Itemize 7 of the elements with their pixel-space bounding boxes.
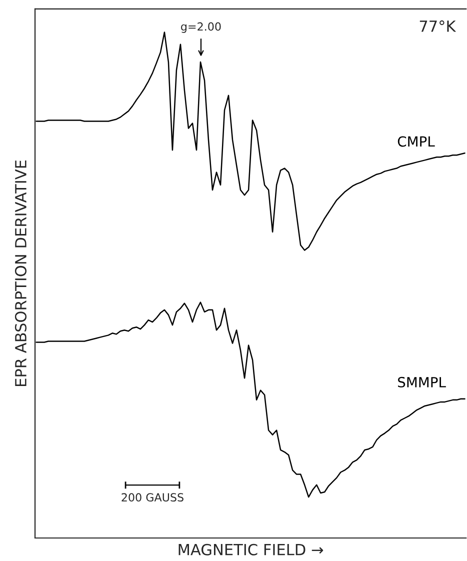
annotation: g=2.00 [181, 22, 221, 33]
annotation: 200 GAUSS [122, 493, 184, 502]
series-label: CMPL [398, 136, 435, 147]
series-label: SMMPL [398, 376, 446, 388]
text: 77°K [420, 20, 456, 32]
x-axis-title: MAGNETIC FIELD → [178, 544, 324, 556]
y-axis-title: EPR ABSORPTION DERIVATIVE [14, 160, 27, 386]
